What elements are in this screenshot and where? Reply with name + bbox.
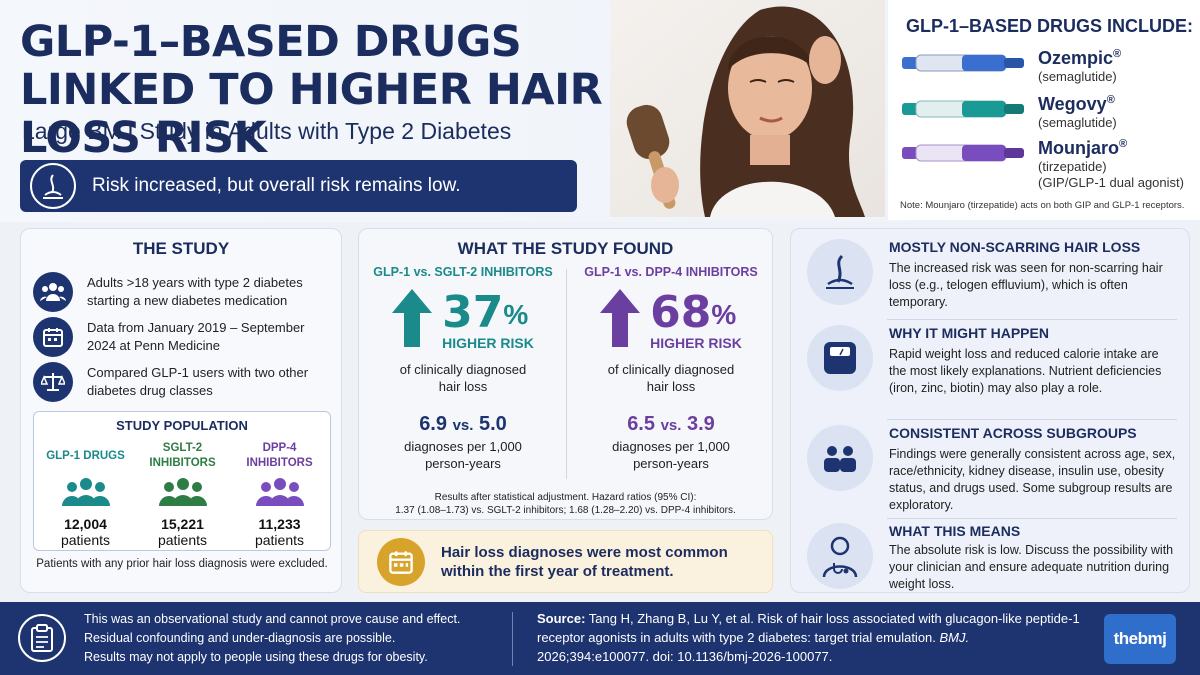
hair-follicle-icon — [30, 163, 76, 209]
footer-divider — [512, 612, 513, 666]
population-label: SGLT-2 INHIBITORS — [149, 442, 216, 469]
woman-with-hairbrush-image — [610, 0, 885, 217]
finding-percent-sign: % — [503, 299, 529, 330]
doctor-icon — [807, 523, 873, 589]
callout-text: Hair loss diagnoses were most common wit… — [441, 543, 728, 580]
drug-name-wegovy: Wegovy® — [1038, 94, 1115, 114]
finding-higher-risk: HIGHER RISK — [650, 335, 742, 351]
mounjaro-pen-icon — [902, 144, 1024, 162]
finding-percent-sign: % — [711, 299, 737, 330]
study-item-text: Compared GLP-1 users with two other diab… — [87, 365, 309, 398]
insight-text: The increased risk was seen for non-scar… — [889, 261, 1163, 309]
hair-follicle-icon — [807, 239, 873, 305]
finding-dpp4: GLP-1 vs. DPP-4 INHIBITORS 68% HIGHER RI… — [571, 265, 771, 472]
limitations-text: This was an observational study and cann… — [84, 612, 461, 664]
study-item-data-source: Data from January 2019 – September 2024 … — [33, 314, 333, 360]
study-title: THE STUDY — [132, 239, 230, 258]
finding-sglt2: GLP-1 vs. SGLT-2 INHIBITORS 37% HIGHER R… — [363, 265, 563, 472]
insights-panel: MOSTLY NON-SCARRING HAIR LOSS The increa… — [790, 228, 1190, 593]
bmj-logo: thebmj — [1104, 614, 1176, 664]
study-item-text: Data from January 2019 – September 2024 … — [87, 320, 305, 353]
findings-footnote: Results after statistical adjustment. Ha… — [395, 492, 736, 516]
drug-name-mounjaro: Mounjaro® — [1038, 138, 1128, 158]
findings-panel: WHAT THE STUDY FOUND GLP-1 vs. SGLT-2 IN… — [358, 228, 773, 520]
timing-callout: Hair loss diagnoses were most common wit… — [358, 530, 773, 593]
footer: This was an observational study and cann… — [0, 602, 1200, 675]
arrow-up-icon — [600, 289, 641, 347]
ozempic-pen-icon — [902, 54, 1024, 72]
insight-heading: WHAT THIS MEANS — [889, 523, 1021, 539]
drug-mechanism-mounjaro: (GIP/GLP-1 dual agonist) — [1038, 175, 1184, 190]
finding-rate-unit: diagnoses per 1,000 person-years — [612, 439, 730, 471]
finding-description: of clinically diagnosed hair loss — [399, 362, 527, 394]
scale-icon — [33, 362, 73, 402]
finding-description: of clinically diagnosed hair loss — [607, 362, 735, 394]
population-label: GLP-1 DRUGS — [46, 449, 125, 462]
finding-rate-unit: diagnoses per 1,000 person-years — [404, 439, 522, 471]
header: GLP-1–BASED DRUGS LINKED TO HIGHER HAIR … — [0, 0, 1200, 222]
source-citation: Source: Tang H, Zhang B, Lu Y, et al. Ri… — [537, 611, 1080, 664]
page-subtitle: Large BMJ Study in Adults with Type 2 Di… — [22, 118, 512, 144]
drug-panel-title: GLP-1–BASED DRUGS INCLUDE: — [906, 16, 1194, 36]
insight-divider — [887, 518, 1177, 519]
insight-heading: CONSISTENT ACROSS SUBGROUPS — [889, 425, 1137, 441]
insight-text: The absolute risk is low. Discuss the po… — [889, 543, 1174, 591]
findings-divider — [566, 269, 567, 479]
findings-title: WHAT THE STUDY FOUND — [457, 239, 674, 258]
population-group-sglt2: SGLT-2 INHIBITORS 15,221 patients — [135, 440, 230, 548]
people-icon — [135, 474, 230, 508]
key-message-banner: Risk increased, but overall risk remains… — [20, 160, 577, 212]
population-count: 11,233 — [258, 516, 301, 532]
study-item-comparison: Compared GLP-1 users with two other diab… — [33, 359, 333, 405]
population-group-glp1: GLP-1 DRUGS 12,004 patients — [38, 440, 133, 549]
population-count: 12,004 — [64, 516, 107, 532]
drug-generic-ozempic: (semaglutide) — [1038, 69, 1117, 84]
wegovy-pen-icon — [902, 100, 1024, 118]
finding-header: GLP-1 vs. DPP-4 INHIBITORS — [584, 265, 758, 279]
insight-text: Findings were generally consistent acros… — [889, 447, 1176, 512]
finding-header: GLP-1 vs. SGLT-2 INHIBITORS — [373, 265, 553, 279]
weight-scale-icon — [807, 325, 873, 391]
population-title: STUDY POPULATION — [116, 418, 248, 433]
population-unit: patients — [157, 532, 208, 548]
people-icon — [33, 272, 73, 312]
calendar-icon — [377, 537, 425, 586]
population-label: DPP-4 INHIBITORS — [246, 442, 313, 469]
clipboard-icon — [18, 614, 66, 662]
study-panel: THE STUDY Adults >18 years with type 2 d… — [20, 228, 342, 593]
drug-note: Note: Mounjaro (tirzepatide) acts on bot… — [900, 200, 1185, 211]
finding-percent: 37 — [442, 287, 504, 338]
people-icon — [232, 474, 327, 508]
banner-text: Risk increased, but overall risk remains… — [92, 175, 461, 196]
study-item-participants: Adults >18 years with type 2 diabetes st… — [33, 269, 333, 315]
population-group-dpp4: DPP-4 INHIBITORS 11,233 patients — [232, 440, 327, 548]
finding-higher-risk: HIGHER RISK — [442, 335, 534, 351]
study-item-text: Adults >18 years with type 2 diabetes st… — [87, 275, 303, 308]
finding-percent: 68 — [650, 287, 712, 338]
page-title: GLP-1–BASED DRUGS LINKED TO HIGHER HAIR … — [20, 17, 603, 163]
people-icon — [38, 474, 133, 508]
arrow-up-icon — [392, 289, 433, 347]
drug-list-panel: GLP-1–BASED DRUGS INCLUDE: Ozempic® (sem… — [888, 0, 1200, 220]
drug-name-ozempic: Ozempic® — [1038, 48, 1122, 68]
insight-heading: WHY IT MIGHT HAPPEN — [889, 325, 1049, 341]
population-unit: patients — [60, 532, 111, 548]
population-count: 15,221 — [161, 516, 204, 532]
insight-divider — [887, 319, 1177, 320]
study-population-box: STUDY POPULATION GLP-1 DRUGS 12,004 pati… — [33, 411, 331, 551]
people-icon — [807, 425, 873, 491]
calendar-icon — [33, 317, 73, 357]
finding-rates: 6.5 vs. 3.9 — [627, 413, 715, 435]
drug-generic-wegovy: (semaglutide) — [1038, 115, 1117, 130]
finding-rates: 6.9 vs. 5.0 — [419, 413, 507, 435]
insight-heading: MOSTLY NON-SCARRING HAIR LOSS — [889, 239, 1141, 255]
insight-text: Rapid weight loss and reduced calorie in… — [889, 347, 1162, 395]
exclusion-note: Patients with any prior hair loss diagno… — [36, 558, 328, 570]
drug-generic-mounjaro: (tirzepatide) — [1038, 159, 1107, 174]
population-unit: patients — [254, 532, 305, 548]
insight-divider — [887, 419, 1177, 420]
